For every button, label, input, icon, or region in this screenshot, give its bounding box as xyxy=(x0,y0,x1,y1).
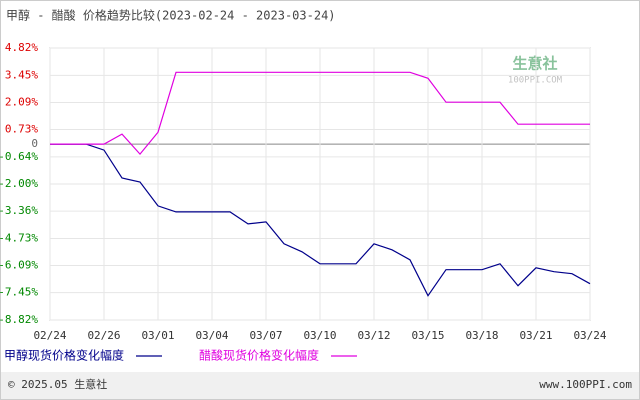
y-tick-label: -3.36% xyxy=(0,204,38,217)
footer-right: www.100PPI.com xyxy=(539,378,632,391)
x-tick-label: 03/15 xyxy=(411,329,444,342)
y-tick-label: -6.09% xyxy=(0,259,38,272)
x-tick-label: 03/07 xyxy=(249,329,282,342)
y-tick-label: 0.73% xyxy=(5,123,38,136)
x-tick-label: 03/01 xyxy=(141,329,174,342)
y-tick-label: 4.82% xyxy=(5,41,38,54)
x-tick-label: 03/12 xyxy=(357,329,390,342)
legend-label: 醋酸现货价格变化幅度 xyxy=(199,348,319,363)
y-tick-label: -4.73% xyxy=(0,231,38,244)
watermark: 生意社 xyxy=(512,55,557,73)
x-tick-label: 03/21 xyxy=(519,329,552,342)
y-tick-label: 0 xyxy=(31,137,38,150)
y-tick-label: -7.45% xyxy=(0,286,38,299)
y-tick-label: -8.82% xyxy=(0,313,38,326)
footer-left: © 2025.05 生意社 xyxy=(8,377,107,391)
y-tick-label: -0.64% xyxy=(0,150,38,163)
footer-bg xyxy=(1,372,639,399)
x-tick-label: 03/04 xyxy=(195,329,228,342)
series-line xyxy=(50,143,591,297)
series-line xyxy=(50,71,590,156)
y-tick-label: 2.09% xyxy=(5,95,38,108)
y-tick-label: 3.45% xyxy=(5,68,38,81)
x-tick-label: 03/24 xyxy=(573,329,606,342)
x-tick-label: 02/24 xyxy=(33,329,66,342)
x-tick-label: 03/10 xyxy=(303,329,336,342)
x-tick-label: 03/18 xyxy=(465,329,498,342)
y-tick-label: -2.00% xyxy=(0,177,38,190)
watermark-url: 100PPI.COM xyxy=(508,76,563,86)
chart-title: 甲醇 - 醋酸 价格趋势比较(2023-02-24 - 2023-03-24) xyxy=(6,8,336,23)
legend-label: 甲醇现货价格变化幅度 xyxy=(4,348,124,363)
x-tick-label: 02/26 xyxy=(87,329,120,342)
